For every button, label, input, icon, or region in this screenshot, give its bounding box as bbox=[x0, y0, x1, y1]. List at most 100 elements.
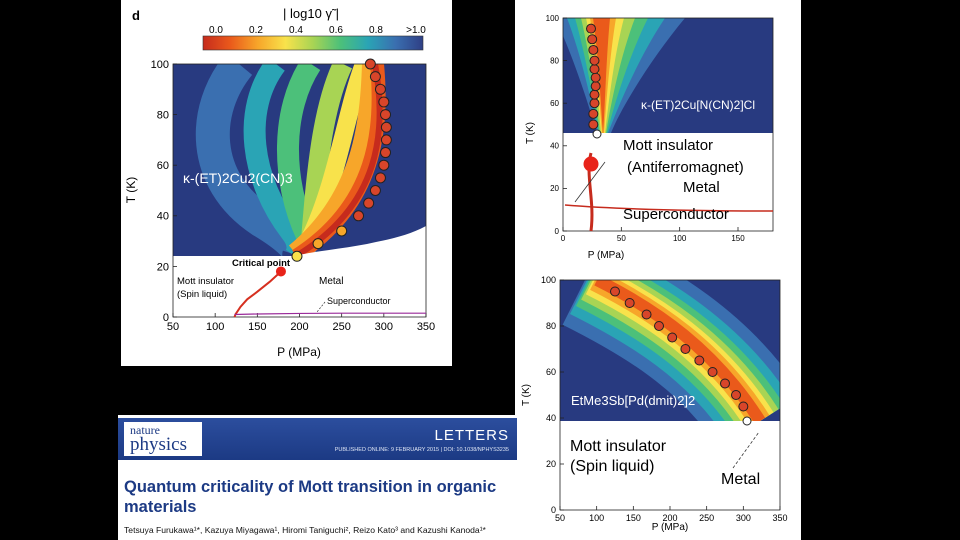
data-point bbox=[312, 238, 324, 250]
data-point bbox=[380, 109, 392, 121]
data-point bbox=[380, 121, 392, 133]
insulator-sublabel: (Spin liquid) bbox=[177, 289, 227, 300]
superconductor-leader bbox=[316, 301, 326, 313]
x-tick-label: 100 bbox=[673, 234, 687, 243]
insulator-label-upper: Mott insulator bbox=[623, 137, 713, 154]
x-tick-label: 150 bbox=[626, 513, 641, 523]
x-axis-label-upper: P (MPa) bbox=[588, 250, 625, 261]
data-point bbox=[680, 344, 691, 354]
x-tick-label: 50 bbox=[167, 321, 179, 333]
chart-d: d | log10 γ̃ | 0.0 0.2 0.4 0.6 0.8 >1.0 50 100… bbox=[124, 6, 435, 359]
journal-logo-line2: physics bbox=[130, 434, 187, 455]
data-point bbox=[694, 355, 705, 366]
journal-logo: nature physics bbox=[124, 422, 202, 456]
colorbar-tick-label: 0.8 bbox=[369, 25, 383, 36]
data-point bbox=[654, 321, 664, 331]
data-point bbox=[363, 197, 375, 209]
article-type: LETTERS bbox=[434, 427, 509, 444]
x-tick-label: 200 bbox=[290, 321, 308, 333]
colorbar-tick-label: >1.0 bbox=[406, 25, 426, 36]
y-tick-label: 80 bbox=[157, 109, 169, 121]
x-tick-label: 250 bbox=[332, 321, 350, 333]
plot-frame bbox=[562, 17, 774, 232]
data-point bbox=[587, 34, 598, 45]
data-point bbox=[610, 286, 620, 297]
x-tick-label: 100 bbox=[206, 321, 224, 333]
y-tick-label: 0 bbox=[163, 312, 169, 324]
y-tick-label: 20 bbox=[157, 261, 169, 273]
endpoint-marker bbox=[742, 416, 752, 426]
low-temperature-region bbox=[560, 421, 780, 510]
data-point bbox=[336, 225, 348, 237]
data-point bbox=[353, 210, 365, 222]
x-tick-label: 350 bbox=[772, 513, 787, 523]
x-tick-label: 0 bbox=[561, 234, 566, 243]
y-tick-label: 80 bbox=[550, 56, 559, 65]
superconductor-boundary bbox=[234, 312, 426, 316]
journal-logo-line1: nature bbox=[130, 423, 160, 437]
data-point bbox=[374, 172, 386, 184]
x-tick-label: 300 bbox=[375, 321, 393, 333]
colorbar-tick-label: 0.4 bbox=[289, 25, 303, 36]
y-tick-label: 60 bbox=[550, 99, 559, 108]
y-tick-label: 100 bbox=[541, 275, 556, 285]
x-axis-label: P (MPa) bbox=[277, 345, 321, 359]
data-points bbox=[275, 58, 392, 277]
metal-label-upper: Metal bbox=[683, 179, 720, 196]
insulator-label-lower: Mott insulator bbox=[570, 438, 667, 455]
data-point bbox=[588, 119, 599, 130]
material-label: κ-(ET)2Cu2(CN)3 bbox=[183, 170, 293, 186]
superconductor-label-upper: Superconductor bbox=[623, 206, 729, 223]
data-point bbox=[589, 55, 600, 66]
axes-upper: 0 50 100 150 0 20 40 60 80 100 bbox=[546, 14, 774, 243]
insulator-sublabel-lower: (Spin liquid) bbox=[570, 458, 654, 475]
colorbar-tick-label: 0.2 bbox=[249, 25, 263, 36]
data-point bbox=[378, 159, 390, 171]
data-point bbox=[589, 64, 600, 75]
data-point bbox=[291, 250, 303, 262]
metal-leader bbox=[732, 431, 760, 469]
y-tick-label: 60 bbox=[157, 160, 169, 172]
journal-banner: nature physics LETTERS PUBLISHED ONLINE:… bbox=[118, 418, 517, 460]
y-tick-label: 40 bbox=[157, 211, 169, 223]
x-tick-label: 50 bbox=[617, 234, 626, 243]
data-point bbox=[369, 185, 381, 196]
data-point bbox=[731, 390, 741, 400]
data-points-upper bbox=[583, 23, 602, 172]
phase-lines bbox=[233, 270, 426, 318]
critical-endpoint-marker bbox=[583, 156, 599, 172]
colorbar-tick-label: 0.0 bbox=[209, 25, 223, 36]
metal-label: Metal bbox=[319, 276, 343, 287]
paper-authors: Tetsuya Furukawa¹*, Kazuya Miyagawa¹, Hi… bbox=[124, 525, 486, 535]
colorbar-tick-label: 0.6 bbox=[329, 25, 343, 36]
critical-point-marker bbox=[275, 266, 286, 277]
superconductor-boundary bbox=[564, 204, 774, 212]
x-axis-label-lower: P (MPa) bbox=[652, 522, 689, 533]
data-point bbox=[586, 23, 596, 34]
heat-band bbox=[593, 18, 610, 133]
data-point bbox=[592, 129, 602, 139]
superconductor-label: Superconductor bbox=[327, 296, 391, 306]
figure-panel-right: 0 50 100 150 0 20 40 60 80 100 κ-(ET)2Cu[N(CN)2]C… bbox=[515, 0, 801, 540]
data-point bbox=[380, 134, 392, 146]
x-tick-label: 100 bbox=[589, 513, 604, 523]
data-point bbox=[707, 367, 718, 377]
heat-band bbox=[277, 64, 321, 241]
y-axis-label-upper: T (K) bbox=[525, 122, 536, 144]
y-tick-label: 20 bbox=[550, 184, 559, 193]
y-axis-label-lower: T (K) bbox=[521, 384, 532, 406]
panel-letter: d bbox=[132, 8, 140, 23]
y-tick-label: 40 bbox=[550, 142, 559, 151]
x-tick-label: 150 bbox=[731, 234, 745, 243]
axes-lower: 50 100 150 200 250 300 350 0 20 40 60 80 100 bbox=[541, 275, 788, 523]
data-point bbox=[641, 309, 652, 320]
y-axis-label: T (K) bbox=[124, 177, 138, 203]
data-point bbox=[667, 332, 678, 343]
low-temperature-region bbox=[173, 226, 426, 317]
colorbar-ticks: 0.0 0.2 0.4 0.6 0.8 >1.0 bbox=[209, 25, 426, 36]
data-point bbox=[720, 378, 730, 389]
data-point bbox=[738, 401, 749, 412]
colorbar-title: | log10 γ̃ | bbox=[283, 6, 339, 21]
data-point bbox=[369, 71, 381, 83]
